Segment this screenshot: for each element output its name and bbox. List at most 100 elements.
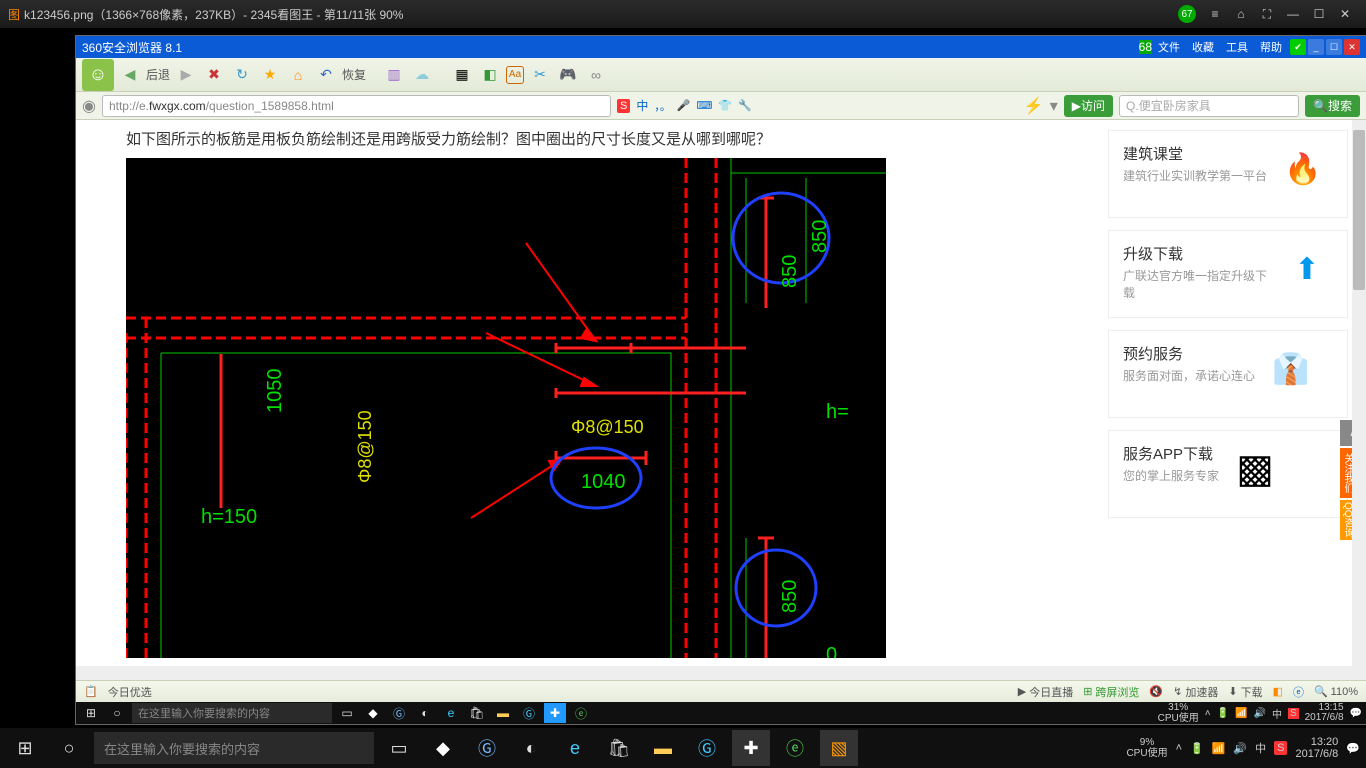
app5-icon[interactable]: ✚: [732, 730, 770, 766]
calendar-icon[interactable]: 📋: [84, 685, 98, 698]
vertical-scrollbar[interactable]: [1352, 120, 1366, 680]
horizontal-scrollbar[interactable]: [76, 666, 1352, 680]
sogou-tray-icon[interactable]: S: [1274, 741, 1287, 755]
notifications-icon[interactable]: 💬: [1350, 708, 1362, 719]
app3-icon[interactable]: ◐: [512, 730, 550, 766]
ime-tool-icon[interactable]: 🔧: [738, 99, 752, 112]
app1-icon[interactable]: ◆: [362, 703, 384, 723]
tray-up-icon[interactable]: ˄: [1205, 708, 1211, 719]
search-button[interactable]: 🔍 搜索: [1305, 95, 1360, 117]
refresh-button[interactable]: ↻: [230, 63, 254, 87]
app3-icon[interactable]: ◐: [414, 703, 436, 723]
start-button[interactable]: ⊞: [80, 703, 102, 723]
battery-icon[interactable]: 🔋: [1217, 708, 1229, 719]
app2-icon[interactable]: Ⓖ: [388, 703, 410, 723]
ime-indicator[interactable]: 中: [1255, 740, 1266, 756]
store-icon[interactable]: 🛍: [466, 703, 488, 723]
notifications-icon[interactable]: 💬: [1346, 742, 1360, 755]
taskview-icon[interactable]: ▭: [336, 703, 358, 723]
taskbar-search[interactable]: 在这里输入你要搜索的内容: [94, 732, 374, 764]
forward-button[interactable]: ▶: [174, 63, 198, 87]
clock[interactable]: 13:202017/6/8: [1295, 736, 1338, 760]
cortana-icon[interactable]: ○: [106, 703, 128, 723]
capture-icon[interactable]: ✂: [528, 63, 552, 87]
start-button[interactable]: ⊞: [6, 730, 44, 766]
favorite-button[interactable]: ★: [258, 63, 282, 87]
url-input[interactable]: http://e.fwxgx.com/question_1589858.html: [102, 95, 611, 117]
cloud-icon[interactable]: ☁: [410, 63, 434, 87]
undo-button[interactable]: ↶: [314, 63, 338, 87]
taskbar-search[interactable]: 在这里输入你要搜索的内容: [132, 703, 332, 723]
explorer-icon[interactable]: ▬: [644, 730, 682, 766]
imageviewer-icon[interactable]: ▧: [820, 730, 858, 766]
app1-icon[interactable]: ◆: [424, 730, 462, 766]
edge-icon[interactable]: e: [556, 730, 594, 766]
edge-icon[interactable]: e: [440, 703, 462, 723]
live-button[interactable]: ▶ 今日直播: [1018, 684, 1073, 700]
minimize-button[interactable]: —: [1280, 4, 1306, 24]
sogou-tray-icon[interactable]: S: [1288, 708, 1299, 719]
volume-icon[interactable]: 🔊: [1253, 708, 1265, 719]
volume-icon[interactable]: 🔊: [1233, 742, 1247, 755]
browser-minimize[interactable]: _: [1308, 39, 1324, 55]
speed-icon[interactable]: ⚡: [1024, 96, 1044, 116]
ime-kb-icon[interactable]: ⌨: [697, 99, 713, 112]
ime-mic-icon[interactable]: 🎤: [677, 99, 691, 112]
stop-button[interactable]: ✖: [202, 63, 226, 87]
menu-file[interactable]: 文件: [1158, 39, 1180, 55]
ie-icon[interactable]: ⓔ: [1293, 684, 1304, 700]
ime-lang[interactable]: 中: [636, 97, 648, 114]
menu-help[interactable]: 帮助: [1260, 39, 1282, 55]
cross-screen[interactable]: ⊞ 跨屏浏览: [1083, 684, 1139, 700]
close-button[interactable]: ✕: [1332, 4, 1358, 24]
card-upgrade[interactable]: 升级下载广联达官方唯一指定升级下载 ⬆: [1108, 230, 1348, 318]
compat-icon[interactable]: ▾: [1050, 96, 1058, 116]
cortana-icon[interactable]: ○: [50, 730, 88, 766]
mute-icon[interactable]: 🔇: [1149, 685, 1163, 698]
browser-close[interactable]: ✕: [1344, 39, 1360, 55]
cpu-meter[interactable]: 9%CPU使用: [1126, 737, 1167, 759]
menu-tools[interactable]: 工具: [1226, 39, 1248, 55]
app2-icon[interactable]: Ⓖ: [468, 730, 506, 766]
game-icon[interactable]: 🎮: [556, 63, 580, 87]
ime-indicator[interactable]: 中: [1272, 706, 1282, 721]
zoom-level[interactable]: 🔍 110%: [1314, 685, 1358, 698]
app4-icon[interactable]: Ⓖ: [688, 730, 726, 766]
back-button[interactable]: ◀: [118, 63, 142, 87]
card-app[interactable]: 服务APP下载您的掌上服务专家 ▩: [1108, 430, 1348, 518]
ime-punct-icon[interactable]: ，。: [654, 98, 671, 114]
clock[interactable]: 13:152017/6/8: [1305, 703, 1344, 723]
download-button[interactable]: ⬇ 下载: [1228, 684, 1262, 700]
app5-icon[interactable]: ✚: [544, 703, 566, 723]
go-button[interactable]: ▶ 访问: [1064, 95, 1113, 117]
browser-maximize[interactable]: ☐: [1326, 39, 1342, 55]
card-service[interactable]: 预约服务服务面对面，承诺心连心 👔: [1108, 330, 1348, 418]
accelerator[interactable]: ↯ 加速器: [1173, 684, 1218, 700]
ime-skin-icon[interactable]: 👕: [718, 99, 732, 112]
tool-icon[interactable]: ◧: [1273, 685, 1283, 698]
explorer-icon[interactable]: ▬: [492, 703, 514, 723]
menu-icon[interactable]: ≡: [1202, 4, 1228, 24]
link-icon[interactable]: ∞: [584, 63, 608, 87]
store-icon[interactable]: 🛍: [600, 730, 638, 766]
wallet-icon[interactable]: ▥: [382, 63, 406, 87]
wifi-icon[interactable]: 📶: [1212, 742, 1226, 755]
360-icon[interactable]: ⓔ: [776, 730, 814, 766]
fullscreen-icon[interactable]: ⛶: [1254, 4, 1280, 24]
extension-icon[interactable]: ◧: [478, 63, 502, 87]
sogou-ime-icon[interactable]: S: [617, 99, 630, 113]
menu-fav[interactable]: 收藏: [1192, 39, 1214, 55]
home-button[interactable]: ⌂: [286, 63, 310, 87]
tray-up-icon[interactable]: ˄: [1176, 742, 1182, 754]
translate-icon[interactable]: Aa: [506, 66, 524, 84]
wifi-icon[interactable]: 📶: [1235, 708, 1247, 719]
browser-badge[interactable]: 68: [1139, 40, 1152, 54]
app4-icon[interactable]: Ⓖ: [518, 703, 540, 723]
shield-icon[interactable]: ✔: [1290, 39, 1306, 55]
battery-icon[interactable]: 🔋: [1190, 742, 1204, 755]
cpu-meter[interactable]: 31%CPU使用: [1158, 702, 1199, 724]
apps-icon[interactable]: ▦: [450, 63, 474, 87]
today-picks[interactable]: 今日优选: [108, 684, 152, 700]
home-icon[interactable]: ⌂: [1228, 4, 1254, 24]
search-input[interactable]: Q.便宜卧房家具: [1119, 95, 1299, 117]
